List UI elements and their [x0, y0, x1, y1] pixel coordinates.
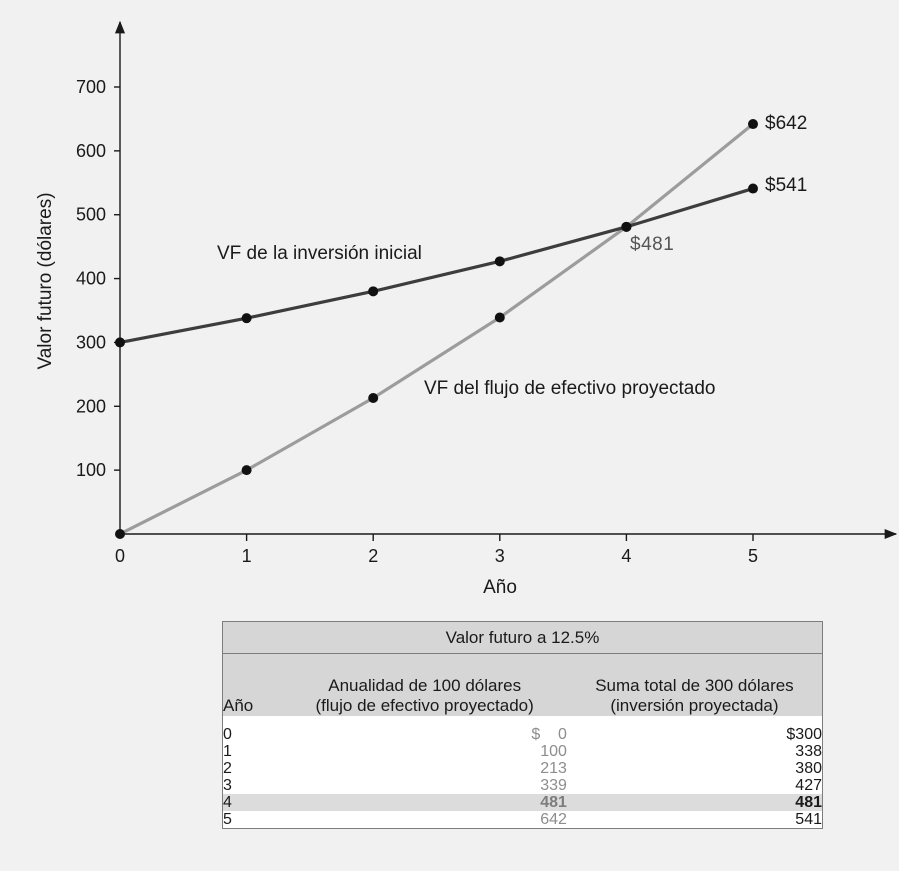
cell-annuity: 642 [540, 811, 567, 828]
table-title: Valor futuro a 12.5% [222, 621, 823, 654]
table-row: 5 642 541 [223, 811, 823, 829]
x-tick-label: 5 [748, 546, 758, 566]
cell-year: 5 [223, 811, 232, 828]
x-tick-label: 2 [368, 546, 378, 566]
line-initial-investment [119, 187, 754, 344]
point-projected-cash-flow [494, 312, 505, 323]
cell-year: 2 [223, 760, 232, 777]
header-lump-line1: Suma total de 300 dólares [595, 676, 794, 695]
cell-annuity: $ 0 [531, 726, 567, 743]
x-tick-label: 4 [621, 546, 631, 566]
y-ticks: 100 200 300 400 500 600 700 [76, 77, 120, 480]
y-tick-label: 500 [76, 205, 106, 225]
cell-lump: 338 [795, 743, 822, 760]
x-axis-title: Año [483, 577, 517, 598]
cell-annuity: 339 [540, 777, 567, 794]
y-tick-label: 200 [76, 396, 106, 416]
intersection-label-481: $481 [630, 234, 674, 255]
series-label-projected-cash-flow: VF del flujo de efectivo proyectado [424, 378, 716, 399]
y-tick-label: 600 [76, 141, 106, 161]
header-annuity: Anualidad de 100 dólares (flujo de efect… [282, 653, 567, 716]
x-tick-label: 3 [495, 546, 505, 566]
cell-year: 4 [222, 794, 283, 811]
point-initial-investment [115, 337, 125, 348]
table-row: 1 100 338 [223, 743, 823, 760]
y-tick-label: 100 [76, 460, 106, 480]
line-projected-cash-flow [119, 122, 755, 536]
table-header-row: Año Anualidad de 100 dólares (flujo de e… [222, 653, 823, 716]
cell-lump: 481 [566, 794, 823, 811]
y-tick-label: 300 [76, 332, 106, 352]
table-row-highlighted: 4 481 481 [222, 794, 823, 811]
table-row: 3 339 427 [223, 777, 823, 794]
point-projected-cash-flow [748, 119, 758, 130]
point-initial-investment [368, 286, 379, 297]
point-initial-investment [494, 256, 505, 267]
cell-year: 1 [223, 743, 232, 760]
future-value-table: Valor futuro a 12.5% Año Anualidad de 10… [222, 621, 823, 829]
y-tick-label: 700 [76, 77, 106, 97]
cell-lump: 427 [795, 777, 822, 794]
y-tick-label: 400 [76, 269, 106, 289]
table-row: 2 213 380 [223, 760, 823, 777]
cell-annuity: 100 [540, 743, 567, 760]
header-lump-sum: Suma total de 300 dólares (inversión pro… [566, 653, 823, 716]
cell-lump: 541 [795, 811, 822, 828]
y-axis-title: Valor futuro (dólares) [35, 192, 56, 369]
header-year: Año [222, 653, 283, 716]
future-value-chart: 100 200 300 400 500 600 700 0 1 2 3 4 5 Valor futur… [35, 20, 898, 598]
point-projected-cash-flow [368, 392, 379, 403]
header-lump-line2: (inversión proyectada) [610, 696, 779, 715]
x-tick-label: 1 [242, 546, 252, 566]
cell-lump: 380 [795, 760, 822, 777]
x-ticks: 0 1 2 3 4 5 [115, 534, 758, 566]
table-row: 0 $ 0 $300 [223, 726, 823, 743]
end-label-642: $642 [765, 113, 807, 134]
x-tick-label: 0 [115, 546, 125, 566]
series-lines [119, 122, 755, 536]
series-points [115, 119, 758, 539]
point-projected-cash-flow [621, 221, 632, 232]
point-initial-investment [241, 313, 252, 324]
point-initial-investment [748, 183, 758, 194]
cell-annuity: 481 [282, 794, 567, 811]
cell-lump: $300 [786, 726, 822, 743]
cell-year: 0 [223, 726, 232, 743]
header-annuity-line1: Anualidad de 100 dólares [328, 676, 522, 695]
cell-annuity: 213 [540, 760, 567, 777]
point-projected-cash-flow [241, 465, 252, 476]
point-projected-cash-flow [115, 529, 125, 539]
end-label-541: $541 [765, 175, 807, 196]
series-label-initial-investment: VF de la inversión inicial [217, 243, 422, 264]
header-annuity-line2: (flujo de efectivo proyectado) [315, 696, 534, 715]
cell-year: 3 [223, 777, 232, 794]
